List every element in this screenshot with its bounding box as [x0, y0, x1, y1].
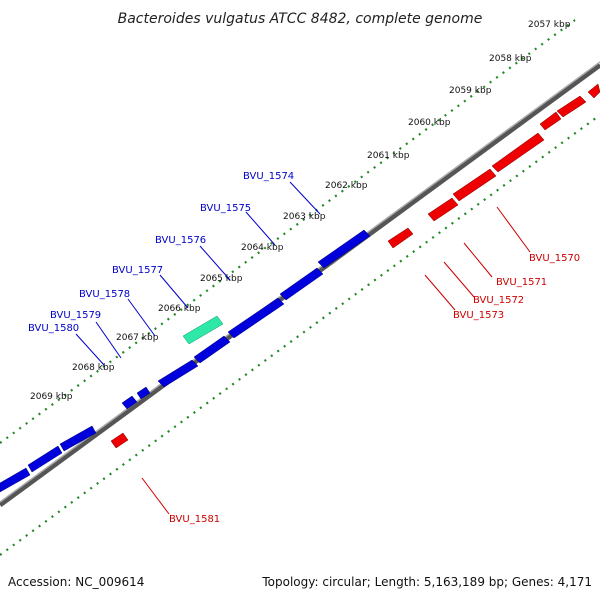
leader-BVU_1576	[199, 245, 231, 281]
gene-BVU_1581[interactable]	[110, 432, 129, 449]
tick-label-2064: 2064 kbp	[241, 243, 284, 253]
gene-forward-c[interactable]	[0, 467, 31, 493]
inner-scale-track	[0, 114, 600, 556]
gene-BVU_1570-part2[interactable]	[539, 111, 562, 131]
outer-scale-track	[0, 19, 576, 444]
leader-BVU_1581	[141, 477, 170, 515]
gene-label-BVU_1570[interactable]: BVU_1570	[529, 253, 580, 264]
gene-label-BVU_1579[interactable]: BVU_1579	[50, 310, 101, 321]
tick-label-2067: 2067 kbp	[116, 333, 159, 343]
gene-forward-b[interactable]	[27, 445, 63, 473]
tick-label-2069: 2069 kbp	[30, 392, 73, 402]
leader-BVU_1575	[245, 211, 276, 246]
gene-label-BVU_1581[interactable]: BVU_1581	[169, 514, 220, 525]
gene-BVU_1573-a[interactable]	[427, 197, 459, 222]
gene-label-BVU_1576[interactable]: BVU_1576	[155, 235, 206, 246]
tick-label-2062: 2062 kbp	[325, 181, 368, 191]
leader-BVU_1572	[443, 261, 475, 298]
gene-BVU_1570-part1[interactable]	[556, 95, 587, 118]
tick-label-2066: 2066 kbp	[158, 304, 201, 314]
leader-BVU_1570	[496, 206, 531, 253]
gene-BVU_1573-b[interactable]	[387, 227, 414, 249]
genome-title: Bacteroides vulgatus ATCC 8482, complete…	[118, 11, 483, 27]
gene-label-BVU_1574[interactable]: BVU_1574	[243, 171, 294, 182]
reverse-strand-genes	[110, 83, 600, 449]
reverse-label-leaders	[141, 206, 531, 515]
gene-BVU_1572[interactable]	[452, 168, 497, 202]
accession-text: Accession: NC_009614	[8, 575, 144, 589]
gene-label-BVU_1575[interactable]: BVU_1575	[200, 203, 251, 214]
gene-forward-a[interactable]	[59, 425, 97, 452]
leader-BVU_1573	[424, 274, 456, 311]
tick-label-2057: 2057 kbp	[528, 20, 571, 30]
tick-label-2065: 2065 kbp	[200, 274, 243, 284]
tick-label-2061: 2061 kbp	[367, 151, 410, 161]
reverse-gene-labels: BVU_1570 BVU_1571 BVU_1572 BVU_1573 BVU_…	[169, 253, 580, 525]
gene-label-BVU_1573[interactable]: BVU_1573	[453, 310, 504, 321]
forward-gene-labels: BVU_1574 BVU_1575 BVU_1576 BVU_1577 BVU_…	[28, 171, 294, 334]
leader-BVU_1580	[75, 333, 105, 366]
scale-tick-labels: 2057 kbp 2058 kbp 2059 kbp 2060 kbp 2061…	[30, 20, 571, 402]
gene-label-BVU_1571[interactable]: BVU_1571	[496, 277, 547, 288]
outer-scale-dotted-line	[0, 19, 576, 444]
leader-BVU_1571	[463, 242, 493, 278]
forward-strand-genes	[0, 229, 371, 493]
leader-BVU_1574	[289, 181, 321, 215]
gene-BVU_1577[interactable]	[193, 335, 231, 364]
tick-label-2058: 2058 kbp	[489, 54, 532, 64]
tick-label-2059: 2059 kbp	[449, 86, 492, 96]
tick-label-2063: 2063 kbp	[283, 212, 326, 222]
forward-label-leaders	[75, 181, 321, 366]
tick-label-2060: 2060 kbp	[408, 118, 451, 128]
tick-label-2068: 2068 kbp	[72, 363, 115, 373]
gene-BVU_1574[interactable]	[317, 229, 371, 269]
gene-BVU_1571[interactable]	[491, 132, 545, 173]
gene-reverse-edge[interactable]	[587, 83, 600, 99]
leader-BVU_1578	[127, 298, 156, 337]
gene-label-BVU_1578[interactable]: BVU_1578	[79, 289, 130, 300]
gene-BVU_1580[interactable]	[136, 386, 151, 400]
gene-BVU_1575[interactable]	[279, 267, 324, 301]
gene-BVU_1578[interactable]	[157, 359, 199, 388]
rna-gene[interactable]	[182, 315, 224, 345]
gene-label-BVU_1572[interactable]: BVU_1572	[473, 295, 524, 306]
gene-label-BVU_1580[interactable]: BVU_1580	[28, 323, 79, 334]
leader-BVU_1577	[159, 274, 189, 309]
leader-BVU_1579	[95, 321, 122, 359]
inner-scale-dotted-line	[0, 114, 600, 556]
gene-label-BVU_1577[interactable]: BVU_1577	[112, 265, 163, 276]
gene-BVU_1576[interactable]	[227, 297, 285, 339]
genome-summary-text: Topology: circular; Length: 5,163,189 bp…	[261, 575, 592, 589]
gene-BVU_1579[interactable]	[121, 395, 138, 410]
